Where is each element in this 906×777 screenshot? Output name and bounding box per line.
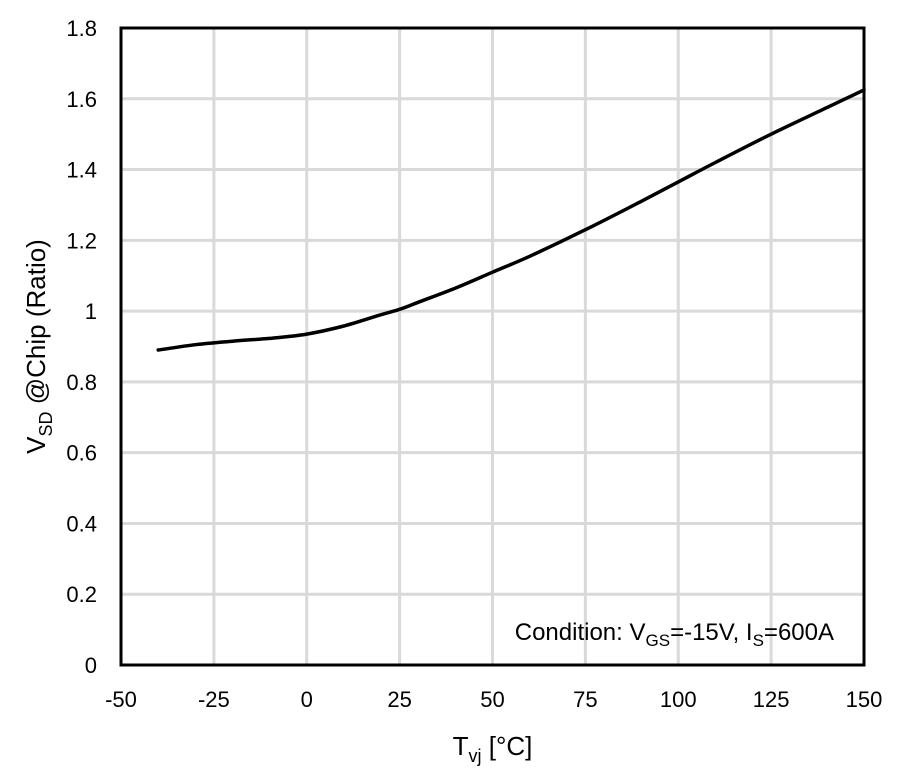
x-tick-label: 0 xyxy=(301,687,313,712)
y-tick-label: 0.8 xyxy=(66,370,97,395)
x-tick-label: -50 xyxy=(105,687,137,712)
x-tick-label: 50 xyxy=(480,687,504,712)
y-tick-label: 1 xyxy=(85,299,97,324)
x-axis-title: Tvj [°C] xyxy=(453,731,533,766)
x-tick-label: 75 xyxy=(573,687,597,712)
condition-annotation: Condition: VGS=-15V, IS=600A xyxy=(515,619,834,650)
y-tick-label: 0.2 xyxy=(66,582,97,607)
x-tick-label: 100 xyxy=(660,687,697,712)
grid-lines xyxy=(121,28,864,665)
x-tick-label: -25 xyxy=(198,687,230,712)
y-tick-label: 1.2 xyxy=(66,228,97,253)
y-tick-label: 1.6 xyxy=(66,87,97,112)
x-tick-label: 150 xyxy=(846,687,883,712)
series-layer xyxy=(156,88,866,352)
y-tick-label: 0 xyxy=(85,653,97,678)
y-tick-label: 1.8 xyxy=(66,16,97,41)
plot-frame xyxy=(119,26,866,667)
x-tick-labels: -50 -25 0 25 50 75 100 125 150 xyxy=(105,687,882,712)
y-axis-title: VSD @Chip (Ratio) xyxy=(21,239,56,454)
x-tick-label: 125 xyxy=(753,687,790,712)
y-tick-label: 0.6 xyxy=(66,441,97,466)
y-tick-label: 0.4 xyxy=(66,511,97,536)
x-tick-label: 25 xyxy=(387,687,411,712)
series-line xyxy=(156,88,866,352)
y-tick-labels: 0 0.2 0.4 0.6 0.8 1 1.2 1.4 1.6 1.8 xyxy=(66,16,97,678)
y-tick-label: 1.4 xyxy=(66,158,97,183)
